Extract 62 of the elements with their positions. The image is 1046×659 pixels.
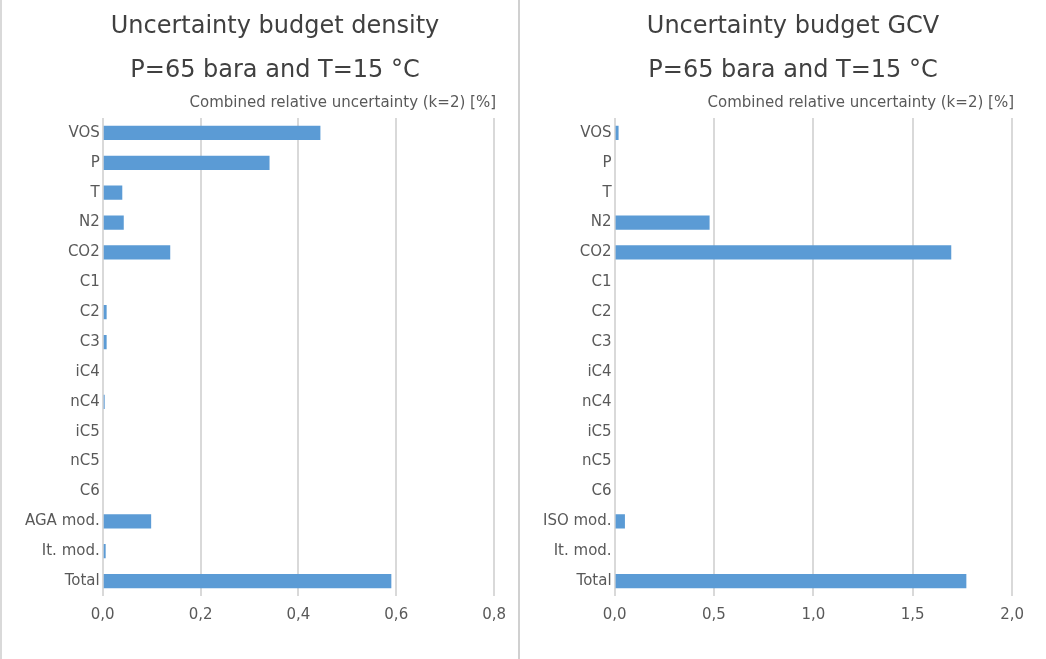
y-tick-label: Total — [575, 570, 612, 589]
y-tick-label: VOS — [580, 122, 612, 141]
bar — [103, 573, 392, 589]
chart-title: Uncertainty budget GCV — [645, 10, 941, 41]
y-tick-label: It. mod. — [553, 541, 612, 560]
y-tick-label: nC5 — [582, 451, 612, 470]
y-tick-label: nC4 — [70, 391, 100, 410]
x-axis-title: Combined relative uncertainty (k=2) [%] — [189, 92, 496, 111]
bar — [103, 185, 123, 200]
y-tick-label: P — [90, 152, 100, 171]
y-tick-label: nC5 — [70, 451, 100, 470]
y-tick-label: It. mod. — [41, 541, 100, 560]
y-tick-label: ISO mod. — [542, 511, 612, 530]
y-tick-label: N2 — [78, 212, 100, 231]
x-tick-label: 0,5 — [702, 604, 726, 623]
y-tick-label: C6 — [79, 481, 100, 500]
y-tick-label: iC5 — [75, 421, 100, 440]
bar — [103, 155, 270, 170]
x-tick-label: 1,0 — [801, 604, 826, 623]
y-tick-label: VOS — [68, 122, 100, 141]
chart-subtitle: P=65 bara and T=15 °C — [129, 54, 421, 85]
bar — [103, 334, 107, 350]
y-tick-label: iC5 — [587, 421, 612, 440]
bar — [615, 245, 952, 260]
x-tick-label: 2,0 — [1000, 604, 1024, 623]
y-tick-label: CO2 — [67, 242, 100, 261]
y-tick-label: C1 — [591, 272, 612, 291]
y-tick-label: nC4 — [582, 391, 612, 410]
y-tick-label: N2 — [590, 212, 612, 231]
x-tick-label: 0,8 — [482, 604, 506, 623]
y-tick-label: C6 — [591, 481, 612, 500]
x-tick-label: 0,0 — [90, 604, 115, 623]
y-tick-label: iC4 — [75, 361, 100, 380]
y-tick-label: T — [601, 182, 613, 201]
y-tick-label: C3 — [79, 331, 100, 350]
bar — [103, 125, 321, 141]
x-axis-title: Combined relative uncertainty (k=2) [%] — [707, 92, 1014, 111]
bar — [103, 215, 124, 230]
chart-title: Uncertainty budget density — [109, 10, 441, 41]
x-tick-label: 1,5 — [900, 604, 925, 623]
y-tick-label: C3 — [591, 331, 612, 350]
y-tick-label: C2 — [79, 302, 100, 321]
x-tick-label: 0,0 — [602, 604, 627, 623]
bar — [615, 125, 619, 141]
y-tick-label: Total — [63, 570, 100, 589]
y-tick-label: AGA mod. — [24, 511, 100, 530]
x-tick-label: 0,6 — [384, 604, 409, 623]
y-tick-label: P — [602, 152, 612, 171]
chart-subtitle: P=65 bara and T=15 °C — [647, 54, 939, 85]
bar — [103, 245, 171, 260]
bar — [103, 514, 152, 529]
bar — [615, 215, 710, 230]
bar — [103, 305, 107, 320]
y-tick-label: CO2 — [579, 242, 612, 261]
y-tick-label: C1 — [79, 272, 100, 291]
y-tick-label: C2 — [591, 302, 612, 321]
x-tick-label: 0,4 — [286, 604, 311, 623]
y-tick-label: T — [89, 182, 101, 201]
bar — [615, 573, 967, 589]
x-tick-label: 0,2 — [188, 604, 213, 623]
bar — [615, 514, 625, 529]
y-tick-label: iC4 — [587, 361, 612, 380]
